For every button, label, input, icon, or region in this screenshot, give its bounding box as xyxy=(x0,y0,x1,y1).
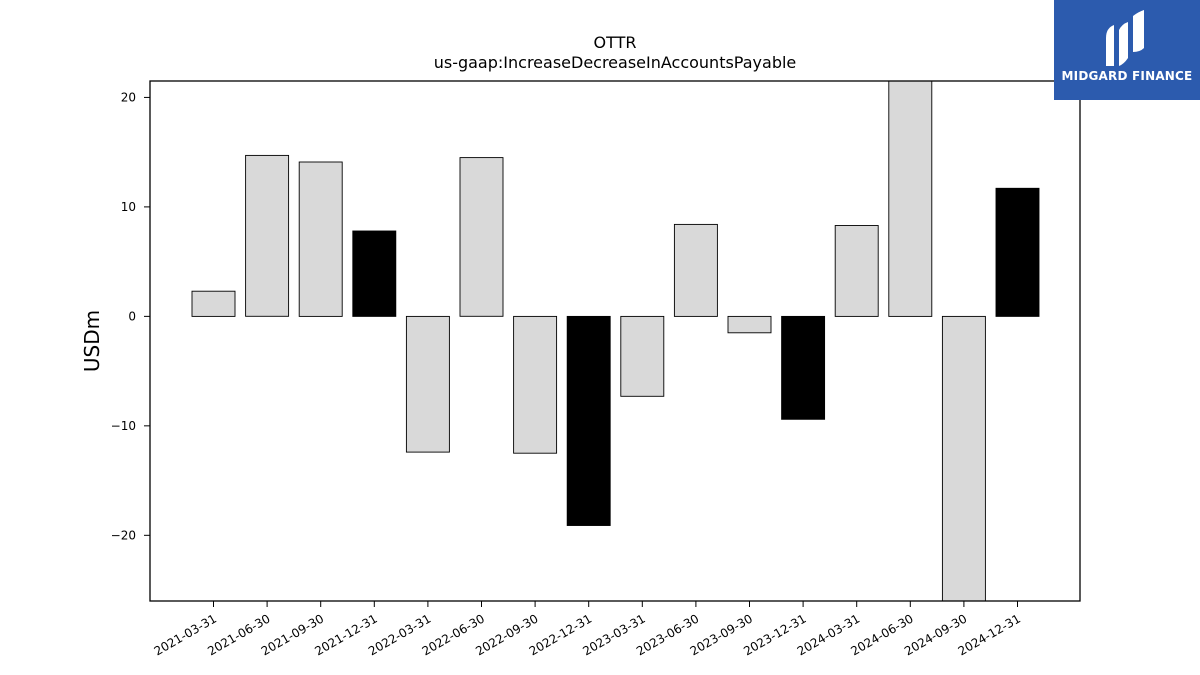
bar-2022-09-30 xyxy=(513,315,558,454)
y-axis-label: USDm xyxy=(80,310,104,372)
y-tick-label: 20 xyxy=(121,90,136,104)
bars-group xyxy=(191,80,1040,602)
x-ticks-group: 2021-03-312021-06-302021-09-302021-12-31… xyxy=(152,601,1023,658)
bar-2022-12-31 xyxy=(566,315,611,526)
bar-2021-12-31 xyxy=(352,230,397,317)
y-tick-label: 10 xyxy=(121,200,136,214)
y-tick-label: −20 xyxy=(111,528,136,542)
plot-frame xyxy=(149,80,1081,602)
logo-mark-icon xyxy=(1106,10,1144,66)
bar-2023-03-31 xyxy=(620,315,665,397)
bar-2024-12-31 xyxy=(995,187,1040,317)
bar-2022-03-31 xyxy=(405,315,450,453)
bar-2023-06-30 xyxy=(673,223,718,317)
y-tick-label: −10 xyxy=(111,419,136,433)
bar-2021-06-30 xyxy=(245,154,290,317)
bar-2024-03-31 xyxy=(834,225,879,317)
bar-2021-09-30 xyxy=(298,161,343,317)
bar-2023-09-30 xyxy=(727,315,772,334)
chart-subtitle: us-gaap:IncreaseDecreaseInAccountsPayabl… xyxy=(434,53,797,72)
y-ticks-group: 20 10 0 −10 −20 xyxy=(111,90,150,542)
bar-2024-06-30 xyxy=(888,80,933,317)
brand-name: MIDGARD FINANCE xyxy=(1061,69,1193,83)
y-tick-label: 0 xyxy=(128,309,136,323)
brand-logo: MIDGARD FINANCE xyxy=(1054,0,1200,100)
bar-2023-12-31 xyxy=(781,315,826,420)
bar-2021-03-31 xyxy=(191,290,236,317)
chart-title: OTTR xyxy=(594,33,637,52)
bar-2024-09-30 xyxy=(941,315,986,602)
bar-2022-06-30 xyxy=(459,157,504,317)
